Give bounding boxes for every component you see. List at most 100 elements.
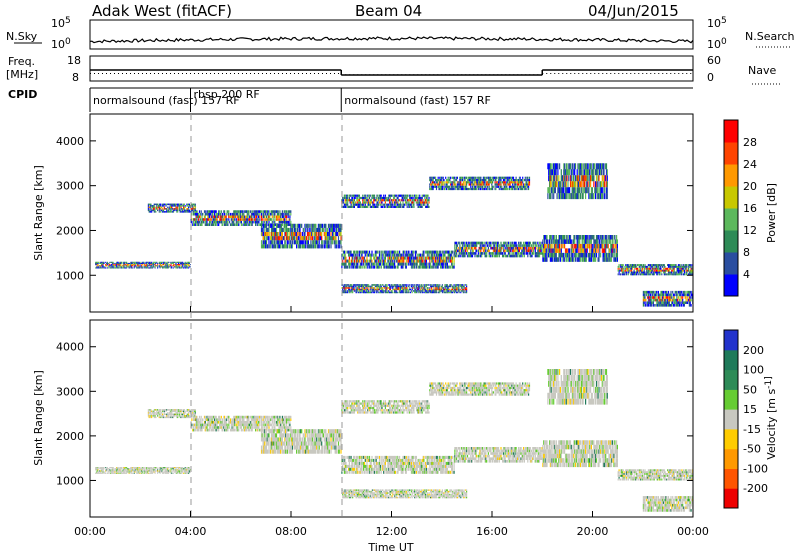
power-cell [463,183,465,186]
power-cell [430,179,433,182]
power-cell [504,249,506,253]
power-cell [499,185,501,188]
power-cell [468,241,470,245]
power-cell [382,284,384,286]
power-cell [108,262,110,264]
power-cell [446,285,448,288]
power-cell [416,253,418,257]
power-cell [434,250,436,254]
power-cell [382,290,384,292]
power-cell [292,236,294,241]
power-cell [492,187,494,191]
power-cell [299,244,301,249]
power-cell [418,287,420,289]
power-cell [120,261,122,263]
power-cell [443,179,445,182]
power-cell [272,244,274,249]
power-cell [585,257,587,262]
power-cell [329,223,331,228]
power-cell [274,240,276,245]
power-cell [380,256,382,260]
power-cell [497,241,499,245]
power-cell [419,253,421,257]
power-cell [305,223,307,228]
power-cell [102,267,104,269]
power-cell [265,240,267,245]
power-cell [475,249,477,253]
power-cell [260,223,263,228]
power-cell [131,265,134,267]
power-cell [451,187,453,191]
power-cell [353,285,355,288]
power-cell [441,287,443,289]
power-cell [423,288,425,291]
power-cell [639,273,641,276]
power-cell [614,243,616,249]
power-cell [625,264,627,266]
power-cell [487,183,489,186]
power-cell [271,244,273,249]
power-cell [646,273,648,276]
power-cell [503,252,505,255]
power-cell [410,284,412,286]
power-cell [344,284,346,286]
power-cell [411,259,413,263]
power-cell [312,227,314,232]
power-cell [444,181,446,184]
power-cell [397,287,399,289]
power-cell [358,288,360,291]
power-cell [220,210,222,213]
power-cell [599,243,601,249]
power-cell [405,259,407,263]
power-cell [263,223,265,228]
power-cell [451,259,453,263]
power-cell [177,264,179,266]
power-cell [176,267,178,269]
power-cell [471,179,473,182]
power-cell [394,250,396,254]
power-cell [118,262,120,264]
power-cell [565,235,567,240]
power-cell [447,259,449,263]
power-cell [657,269,659,272]
power-cell [188,261,190,263]
power-cell [398,259,400,263]
power-cell [669,265,671,268]
power-cell [551,248,553,253]
power-cell [166,267,168,269]
power-cell [425,196,427,200]
power-cell [214,215,216,219]
power-cell [280,218,283,221]
power-cell [602,243,604,249]
power-cell [369,194,371,197]
power-cell [389,253,391,257]
power-cell [348,259,350,263]
power-cell [567,239,569,244]
power-cell [203,220,205,224]
power-cell [559,248,561,253]
power-cell [241,218,243,221]
power-cell [433,181,435,184]
power-cell [385,203,387,206]
power-cell [425,201,427,204]
power-cell [473,183,475,186]
power-cell [272,210,274,213]
power-cell [621,264,623,266]
power-cell [385,253,387,257]
power-cell [211,210,213,213]
power-cell [387,196,389,200]
power-cell [648,264,650,266]
power-cell [572,257,574,262]
power-cell [629,265,631,268]
power-cell [599,252,601,258]
power-cell [520,246,522,250]
power-cell [452,185,454,188]
power-cell [155,261,157,263]
power-cell [507,179,509,182]
power-cell [392,265,394,269]
power-cell [356,203,358,206]
power-cell [121,267,123,269]
power-cell [455,187,457,191]
power-cell [327,236,329,241]
